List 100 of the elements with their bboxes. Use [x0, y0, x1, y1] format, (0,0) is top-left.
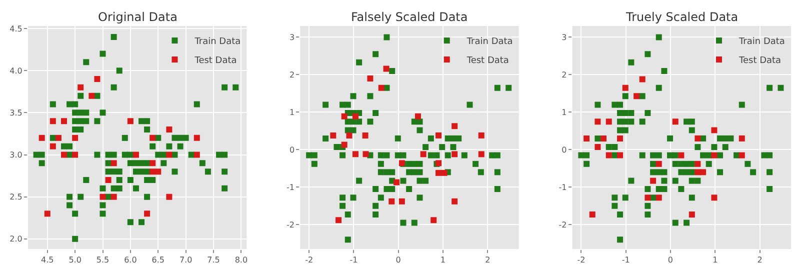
- y-tick-label: -1: [286, 182, 295, 192]
- y-tick-label: 2: [562, 70, 567, 80]
- point: [738, 135, 745, 142]
- point: [738, 152, 745, 158]
- point: [72, 152, 78, 158]
- point: [711, 127, 718, 134]
- x-tick-label: 2: [485, 256, 490, 265]
- y-tick-label: 2.5: [10, 192, 22, 202]
- point: [144, 210, 150, 217]
- point: [50, 143, 56, 150]
- point: [398, 198, 405, 204]
- point: [478, 132, 484, 138]
- point: [606, 118, 612, 125]
- point: [60, 152, 67, 158]
- point: [330, 132, 336, 138]
- point: [110, 194, 117, 200]
- y-tick-label: 3.0: [10, 150, 22, 160]
- point: [639, 76, 646, 82]
- y-tick-label: -2: [286, 220, 295, 230]
- point: [341, 142, 348, 148]
- point: [678, 152, 684, 158]
- point: [150, 134, 156, 141]
- x-tick-label: 5.5: [96, 256, 110, 265]
- chart-title: Original Data: [98, 10, 178, 24]
- legend-label: Test Data: [738, 56, 782, 66]
- x-tick-label: 2: [757, 256, 762, 265]
- point: [688, 212, 695, 218]
- y-tick-label: 1: [289, 108, 295, 117]
- point: [194, 152, 200, 158]
- y-tick-label: 1: [562, 108, 567, 117]
- point: [478, 151, 484, 158]
- point: [617, 135, 624, 142]
- point: [452, 151, 458, 158]
- point: [452, 123, 458, 130]
- y-tick-label: 3: [562, 33, 567, 42]
- x-tick-label: 8.0: [234, 256, 248, 265]
- point: [420, 151, 426, 158]
- x-tick-label: 6.0: [124, 256, 137, 265]
- point: [594, 144, 601, 150]
- point: [78, 84, 84, 90]
- point: [100, 194, 106, 200]
- legend-label: Train Data: [194, 37, 241, 48]
- x-tick-label: 0: [396, 256, 401, 265]
- point: [694, 169, 701, 176]
- point: [634, 93, 640, 100]
- y-tick-label: 2: [289, 70, 295, 80]
- point: [55, 134, 62, 141]
- point: [166, 152, 172, 158]
- legend-label: Test Data: [194, 56, 237, 66]
- y-tick-label: 4.5: [10, 24, 22, 34]
- chart-title: Truely Scaled Data: [625, 10, 738, 24]
- point: [367, 75, 374, 82]
- point: [150, 160, 156, 166]
- point: [672, 118, 678, 125]
- point: [88, 92, 95, 99]
- point: [436, 132, 442, 138]
- x-tick-label: 1: [440, 256, 446, 265]
- x-tick-label: -2: [577, 256, 586, 265]
- point: [44, 210, 50, 217]
- point: [383, 66, 390, 72]
- point: [155, 168, 162, 175]
- point: [352, 151, 358, 158]
- point: [584, 135, 590, 142]
- point: [60, 118, 67, 124]
- point: [414, 113, 421, 120]
- point: [132, 152, 139, 158]
- y-tick-label: 0: [289, 145, 295, 154]
- point: [589, 212, 596, 218]
- point: [352, 113, 358, 120]
- point: [606, 152, 612, 158]
- point: [436, 170, 442, 176]
- point: [650, 178, 656, 184]
- point: [622, 84, 628, 91]
- y-tick-label: -2: [558, 220, 567, 230]
- point: [341, 113, 348, 120]
- x-tick-label: -1: [622, 256, 630, 265]
- point: [388, 198, 395, 204]
- point: [656, 194, 662, 201]
- legend-label: Test Data: [466, 56, 509, 66]
- point: [594, 118, 601, 125]
- point: [194, 134, 200, 141]
- point: [166, 194, 172, 200]
- y-tick-label: 2.0: [10, 234, 22, 244]
- point: [150, 168, 156, 175]
- point: [362, 151, 369, 158]
- point: [110, 160, 117, 166]
- point: [166, 126, 172, 133]
- x-tick-label: -1: [350, 256, 358, 265]
- point: [105, 177, 112, 183]
- point: [430, 217, 437, 224]
- point: [50, 118, 56, 124]
- y-tick-label: 4.0: [10, 66, 22, 76]
- point: [452, 198, 458, 204]
- point: [711, 194, 718, 201]
- x-tick-label: 7.5: [207, 256, 220, 265]
- point: [441, 170, 448, 176]
- x-tick-label: 4.5: [41, 256, 54, 265]
- point: [127, 118, 134, 124]
- point: [394, 179, 400, 186]
- point: [362, 132, 368, 138]
